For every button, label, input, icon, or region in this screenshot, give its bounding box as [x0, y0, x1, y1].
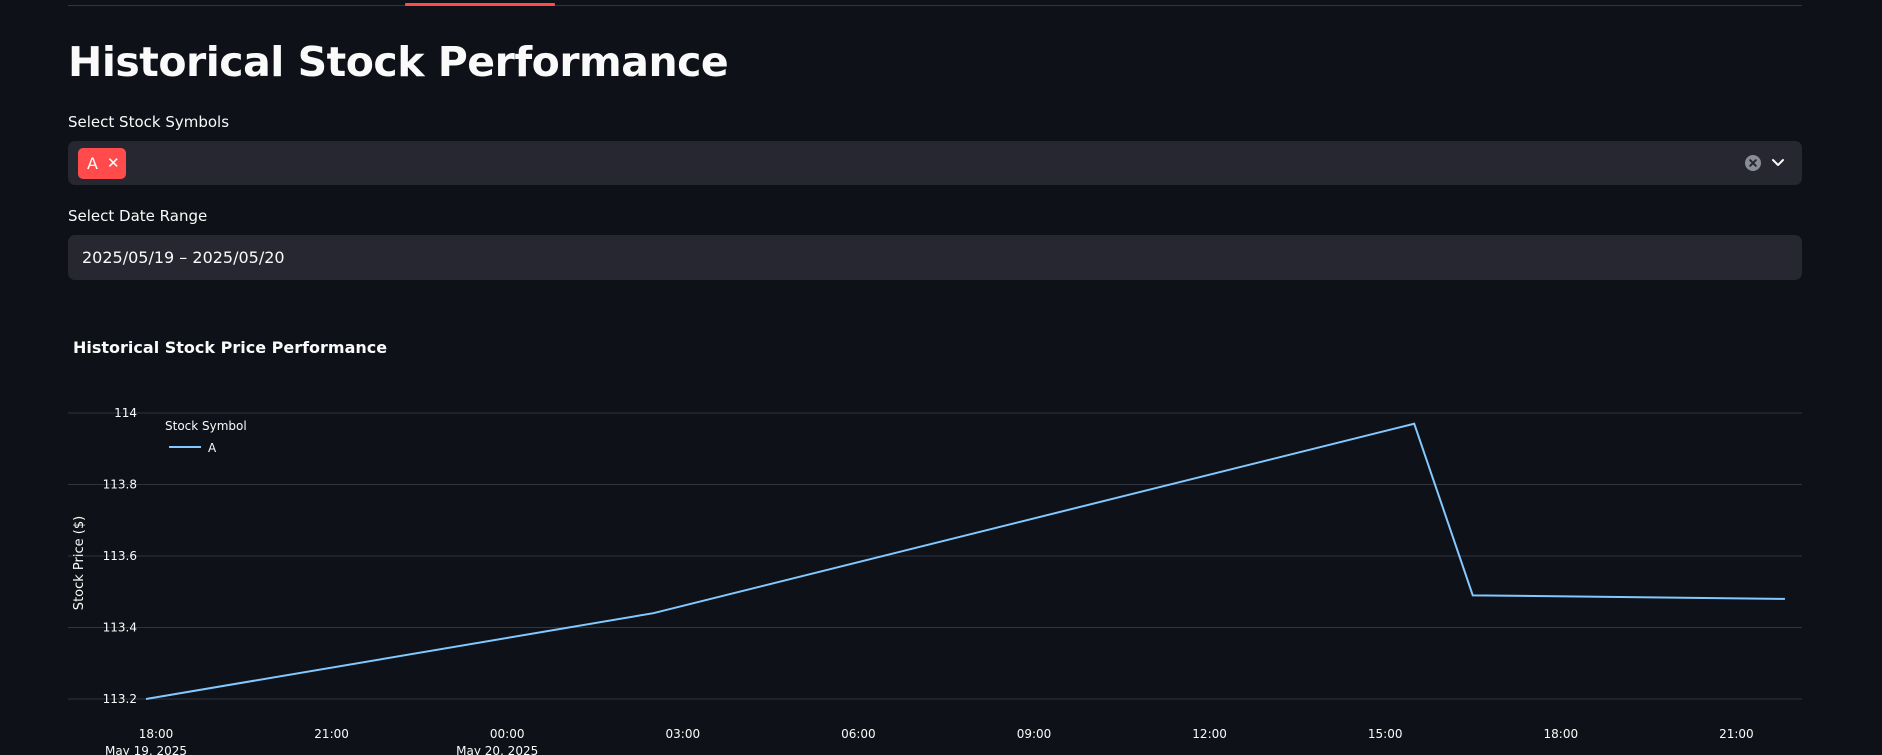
y-tick-label: 113.6 [103, 549, 137, 563]
x-tick-label: 21:00 [1719, 727, 1754, 741]
x-tick-label: 09:00 [1017, 727, 1052, 741]
y-tick-label: 113.4 [103, 621, 137, 635]
x-tick-label: 12:00 [1192, 727, 1227, 741]
x-tick-label: 06:00 [841, 727, 876, 741]
series-line [146, 424, 1785, 699]
y-tick-label: 113.2 [103, 692, 137, 706]
y-tick-label: 113.8 [103, 478, 137, 492]
x-tick-label: 03:00 [666, 727, 701, 741]
y-axis-label: Stock Price ($) [72, 516, 87, 610]
y-tick-label: 114 [114, 406, 137, 420]
x-tick-sublabel: May 19, 2025 [105, 744, 187, 755]
x-tick-label: 18:00 [1544, 727, 1579, 741]
x-tick-sublabel: May 20, 2025 [456, 744, 538, 755]
legend-entry: A [208, 441, 217, 455]
x-tick-label: 21:00 [314, 727, 349, 741]
x-tick-label: 00:00 [490, 727, 525, 741]
x-tick-label: 15:00 [1368, 727, 1403, 741]
legend-title: Stock Symbol [165, 419, 247, 433]
x-tick-label: 18:00 [139, 727, 174, 741]
